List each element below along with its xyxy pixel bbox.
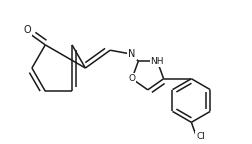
Text: N: N bbox=[128, 49, 136, 59]
Text: Cl: Cl bbox=[196, 132, 205, 141]
Text: O: O bbox=[129, 74, 135, 83]
Text: NH: NH bbox=[150, 57, 164, 66]
Text: O: O bbox=[24, 25, 32, 35]
